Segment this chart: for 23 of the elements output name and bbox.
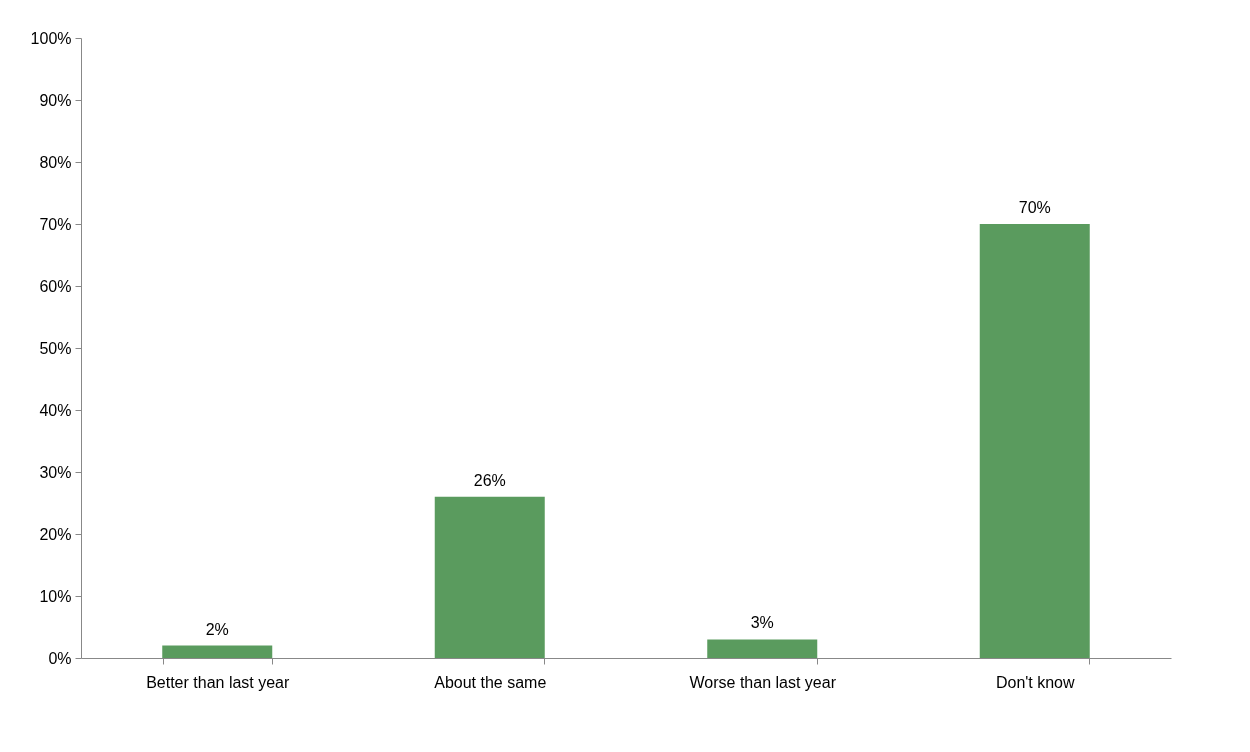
y-tick-label: 80% xyxy=(39,153,72,171)
y-tick-label: 10% xyxy=(39,587,72,605)
x-tick-label: Worse than last year xyxy=(689,673,837,691)
y-tick-label: 70% xyxy=(39,215,72,233)
y-tick-label: 60% xyxy=(39,277,72,295)
y-tick-label: 100% xyxy=(30,29,72,47)
data-label: 26% xyxy=(473,471,506,489)
data-label: 2% xyxy=(205,620,229,638)
x-tick-label: Better than last year xyxy=(146,673,291,691)
y-tick-label: 30% xyxy=(39,463,72,481)
data-label: 3% xyxy=(750,614,774,632)
y-tick-label: 50% xyxy=(39,339,72,357)
x-tick-label: About the same xyxy=(434,673,547,691)
x-tick-label: Don't know xyxy=(995,673,1076,691)
y-tick-label: 40% xyxy=(39,401,72,419)
data-label: 70% xyxy=(1018,199,1051,216)
y-tick-label: 20% xyxy=(39,525,72,543)
bar xyxy=(162,645,273,658)
bar xyxy=(707,639,818,658)
y-tick-label: 90% xyxy=(39,91,72,109)
bar xyxy=(979,224,1090,658)
bar xyxy=(434,496,545,658)
y-tick-label: 0% xyxy=(48,649,72,667)
